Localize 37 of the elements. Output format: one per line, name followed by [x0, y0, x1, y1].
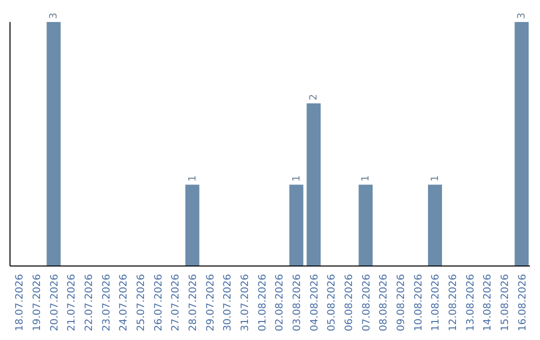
x-tick-label: 12.08.2026: [448, 274, 459, 332]
data-label: 1: [430, 175, 441, 182]
x-tick-label: 14.08.2026: [482, 274, 494, 332]
x-tick-label: 03.08.2026: [292, 274, 303, 332]
x-tick-label: 13.08.2026: [465, 274, 476, 332]
x-tick-label: 23.07.2026: [101, 274, 112, 332]
x-tick-label: 15.08.2026: [500, 274, 511, 332]
x-tick-label: 29.07.2026: [205, 274, 216, 332]
data-label: 1: [291, 175, 302, 182]
data-label: 2: [308, 94, 320, 100]
x-tick-label: 28.07.2026: [188, 274, 199, 332]
x-tick-label: 26.07.2026: [153, 274, 164, 332]
x-tick-label: 30.07.2026: [222, 274, 234, 332]
data-label: 1: [360, 175, 372, 182]
x-tick-label: 21.07.2026: [66, 274, 78, 332]
x-tick-label: 27.07.2026: [170, 274, 182, 332]
x-tick-label: 07.08.2026: [361, 274, 372, 332]
x-tick-label: 11.08.2026: [430, 274, 442, 332]
data-label: 3: [516, 12, 528, 19]
x-tick-label: 10.08.2026: [413, 274, 424, 332]
x-tick-label: 09.08.2026: [396, 274, 407, 332]
x-tick-label: 02.08.2026: [274, 274, 286, 332]
x-tick-label: 22.07.2026: [84, 274, 95, 332]
x-tick-label: 18.07.2026: [14, 274, 26, 332]
x-tick-label: 16.08.2026: [517, 274, 528, 332]
x-tick-label: 06.08.2026: [344, 274, 355, 332]
x-tick-label: 25.07.2026: [136, 274, 147, 332]
x-tick-label: 01.08.2026: [257, 274, 268, 332]
data-label: 1: [187, 175, 198, 182]
x-tick-label: 19.07.2026: [32, 274, 43, 332]
x-tick-label: 08.08.2026: [378, 274, 390, 332]
x-tick-label: 31.07.2026: [240, 274, 251, 332]
x-tick-label: 24.07.2026: [118, 274, 130, 332]
x-tick-label: 05.08.2026: [326, 274, 338, 332]
x-tick-label: 20.07.2026: [49, 274, 60, 332]
x-tick-label: 04.08.2026: [309, 274, 320, 332]
data-label: 3: [48, 12, 60, 19]
